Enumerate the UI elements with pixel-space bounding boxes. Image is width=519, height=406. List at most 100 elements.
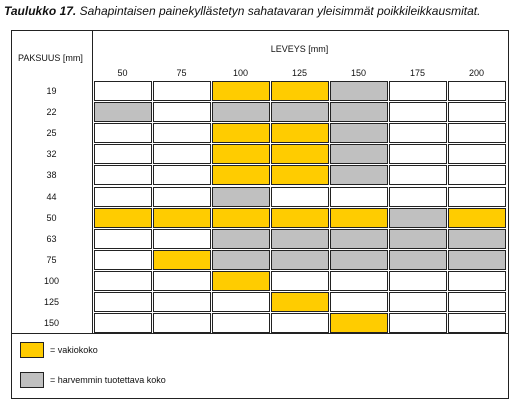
cell	[212, 165, 270, 186]
column-label: 100	[232, 68, 249, 78]
table-frame	[11, 30, 509, 399]
column-label: 125	[291, 68, 308, 78]
legend-label: = harvemmin tuotettava koko	[50, 375, 166, 385]
cell	[153, 144, 211, 165]
cell	[330, 186, 388, 207]
cell	[330, 249, 388, 270]
cell	[389, 81, 447, 102]
cell	[212, 313, 270, 334]
row-label: 38	[46, 170, 57, 181]
cell	[389, 102, 447, 123]
cell	[94, 186, 152, 207]
cell	[153, 270, 211, 291]
cell	[448, 144, 506, 165]
cell	[448, 292, 506, 313]
cell	[330, 102, 388, 123]
cell	[271, 81, 329, 102]
cell	[94, 102, 152, 123]
column-label: 175	[409, 68, 426, 78]
cell	[94, 313, 152, 334]
row-label: 100	[43, 275, 60, 286]
cell	[448, 228, 506, 249]
cell	[448, 186, 506, 207]
cell	[271, 228, 329, 249]
cell	[212, 123, 270, 144]
cell	[448, 313, 506, 334]
cell	[448, 270, 506, 291]
legend-swatch	[20, 372, 44, 388]
cell	[271, 123, 329, 144]
cell	[389, 270, 447, 291]
table-title: Sahapintaisen painekyllästetyn sahatavar…	[79, 4, 481, 18]
cell	[330, 123, 388, 144]
cell	[94, 228, 152, 249]
title: Taulukko 17. Sahapintaisen painekylläste…	[4, 4, 480, 18]
divider	[11, 333, 509, 335]
cell	[94, 144, 152, 165]
cell	[448, 81, 506, 102]
cell	[271, 292, 329, 313]
cell	[389, 165, 447, 186]
legend-swatch	[20, 342, 44, 358]
cell	[271, 165, 329, 186]
row-label: 19	[46, 86, 57, 96]
cell	[448, 249, 506, 270]
cell	[212, 207, 270, 228]
cell	[212, 292, 270, 313]
cell	[389, 144, 447, 165]
cell	[448, 207, 506, 228]
cell	[389, 228, 447, 249]
row-label: 44	[46, 191, 57, 202]
divider	[92, 30, 93, 334]
cell	[212, 228, 270, 249]
cell	[389, 313, 447, 334]
row-label: 50	[46, 212, 57, 223]
cell	[153, 81, 211, 102]
cell	[212, 102, 270, 123]
cell	[271, 207, 329, 228]
cell	[330, 270, 388, 291]
cell	[153, 249, 211, 270]
cell	[271, 313, 329, 334]
legend-label: = vakiokoko	[50, 345, 98, 355]
cell	[271, 144, 329, 165]
cell	[212, 270, 270, 291]
cell	[330, 165, 388, 186]
cell	[271, 102, 329, 123]
column-label: 50	[117, 68, 128, 78]
cell	[153, 292, 211, 313]
cell	[153, 165, 211, 186]
cell	[389, 123, 447, 144]
column-label: 200	[468, 68, 485, 78]
cell	[448, 102, 506, 123]
row-header: PAKSUUS [mm]	[18, 53, 83, 63]
cell	[153, 207, 211, 228]
table-number: Taulukko 17.	[4, 4, 77, 18]
cell	[94, 207, 152, 228]
row-label: 25	[46, 128, 57, 139]
cell	[389, 249, 447, 270]
cell	[94, 292, 152, 313]
cell	[389, 186, 447, 207]
row-label: 150	[43, 318, 60, 329]
cell	[212, 144, 270, 165]
cell	[212, 81, 270, 102]
row-label: 32	[46, 149, 57, 160]
cell	[94, 249, 152, 270]
column-label: 150	[350, 68, 367, 78]
row-label: 22	[46, 107, 57, 118]
cell	[94, 270, 152, 291]
cell	[448, 165, 506, 186]
cell	[94, 81, 152, 102]
cell	[153, 228, 211, 249]
cell	[153, 186, 211, 207]
cell	[153, 123, 211, 144]
cell	[330, 292, 388, 313]
cell	[330, 144, 388, 165]
cell	[330, 313, 388, 334]
cell	[94, 165, 152, 186]
cell	[153, 313, 211, 334]
cell	[389, 292, 447, 313]
cell	[330, 207, 388, 228]
